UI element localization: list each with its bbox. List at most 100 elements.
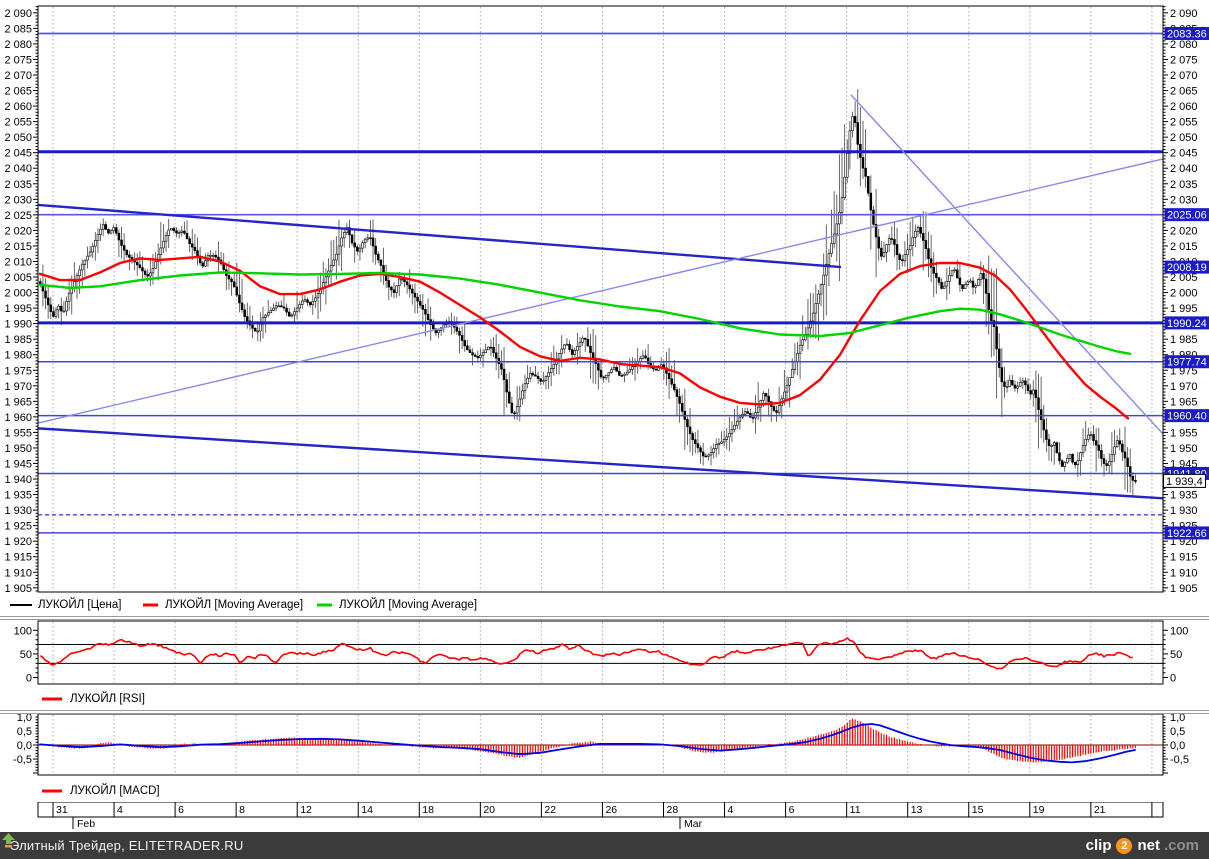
svg-text:2 020: 2 020 [1170,225,1198,237]
last-price-label [1163,473,1206,488]
svg-text:1 970: 1 970 [1170,381,1198,393]
svg-text:2 030: 2 030 [1170,194,1198,206]
macd-layer [38,718,1163,763]
level-price-label [1164,526,1209,540]
svg-text:1 915: 1 915 [4,552,32,564]
svg-text:2 005: 2 005 [4,272,32,284]
svg-text:1 905: 1 905 [1170,583,1198,595]
svg-text:1,0: 1,0 [1170,712,1185,724]
rsi-legend: ЛУКОЙЛ [RSI] [0,688,1209,710]
level-price-label [1164,208,1209,222]
price-line-sample [10,604,32,606]
svg-text:2 075: 2 075 [1170,54,1198,66]
svg-text:1 910: 1 910 [4,567,32,579]
svg-text:1 975: 1 975 [1170,365,1198,377]
svg-text:50: 50 [20,649,32,661]
status-text: Элитный Трейдер, ELITETRADER.RU [10,838,244,853]
ma-slow-legend-label: ЛУКОЙЛ [Moving Average] [339,599,478,611]
rsi-layer [38,637,1163,670]
svg-text:1 930: 1 930 [1170,505,1198,517]
svg-text:1 930: 1 930 [4,505,32,517]
svg-text:2 000: 2 000 [4,288,32,300]
svg-text:8: 8 [239,804,245,816]
svg-text:2008.19: 2008.19 [1167,262,1207,274]
svg-text:2 050: 2 050 [4,132,32,144]
status-bar: Элитный Трейдер, ELITETRADER.RU clip 2 net… [0,832,1209,859]
svg-text:2 060: 2 060 [4,101,32,113]
svg-text:1 915: 1 915 [1170,552,1198,564]
svg-text:2 035: 2 035 [4,179,32,191]
svg-text:2 015: 2 015 [4,241,32,253]
svg-text:2 085: 2 085 [4,23,32,35]
svg-text:11: 11 [850,804,861,816]
svg-text:1 925: 1 925 [4,521,32,533]
svg-text:2 070: 2 070 [4,70,32,82]
svg-text:1 955: 1 955 [1170,427,1198,439]
logo-tld: .com [1163,837,1199,854]
svg-text:2 055: 2 055 [1170,117,1198,129]
svg-text:1 939,4: 1 939,4 [1166,476,1203,488]
svg-text:2 080: 2 080 [4,39,32,51]
price-label-boxes: 2083.36 2025.06 2008.19 1990.24 1977.74 1960.… [1163,26,1209,540]
svg-text:1 960: 1 960 [4,412,32,424]
svg-text:100: 100 [14,625,32,637]
price-legend: ЛУКОЙЛ [Цена] ЛУКОЙЛ [Moving Average] ЛУ… [0,594,1209,616]
svg-text:2 040: 2 040 [1170,163,1198,175]
svg-text:1 995: 1 995 [4,303,32,315]
svg-text:26: 26 [605,804,617,816]
svg-text:22: 22 [544,804,556,816]
svg-text:0,0: 0,0 [17,740,32,752]
rsi-legend-label: ЛУКОЙЛ [RSI] [70,693,145,705]
svg-text:50: 50 [1170,649,1182,661]
svg-text:1 950: 1 950 [1170,443,1198,455]
logo-digit-2: 2 [1116,837,1133,854]
svg-text:1 990: 1 990 [4,319,32,331]
svg-text:2 010: 2 010 [4,256,32,268]
rsi-axis: 100 100 50 50 0 0 [14,625,1189,684]
svg-text:13: 13 [911,804,923,816]
macd-legend-label: ЛУКОЙЛ [MACD] [70,785,160,797]
svg-text:0: 0 [1170,673,1176,685]
ma-fast-legend-label: ЛУКОЙЛ [Moving Average] [165,599,304,611]
svg-text:-0,5: -0,5 [13,754,32,766]
svg-text:4: 4 [117,804,123,816]
panel-separator [0,710,1209,714]
svg-text:6: 6 [789,804,795,816]
svg-text:2 040: 2 040 [4,163,32,175]
svg-text:20: 20 [483,804,495,816]
svg-text:14: 14 [361,804,373,816]
svg-text:0,0: 0,0 [1170,740,1185,752]
logo-word-net: net [1137,837,1160,854]
grid-layer [52,7,1153,774]
svg-text:1 965: 1 965 [1170,396,1198,408]
clip2net-logo: clip 2 net .com [2,833,1199,854]
svg-text:1 985: 1 985 [1170,334,1198,346]
svg-text:18: 18 [422,804,434,816]
macd-line-sample [42,789,62,793]
svg-text:1 910: 1 910 [1170,567,1198,579]
date-axis: 31 4 6 8 12 14 18 20 22 26 28 4 6 11 13 15 19 21 Feb Mar [37,801,1164,830]
svg-text:1 920: 1 920 [4,536,32,548]
ma-fast-line [38,255,1130,420]
level-price-label [1164,26,1209,40]
svg-text:2 020: 2 020 [4,225,32,237]
svg-text:2 090: 2 090 [4,8,32,20]
svg-text:2 065: 2 065 [1170,86,1198,98]
svg-text:1 980: 1 980 [4,350,32,362]
macd-axis: 1,0 1,0 0,5 0,5 0,0 0,0 -0,5 -0,5 [13,712,1189,774]
svg-text:Mar: Mar [684,818,703,830]
rsi-line-sample [42,697,62,701]
svg-text:1 935: 1 935 [1170,490,1198,502]
level-price-label [1164,316,1209,330]
svg-text:1 905: 1 905 [4,583,32,595]
svg-text:2 035: 2 035 [1170,179,1198,191]
level-lines-layer [38,32,1163,534]
macd-signal-line [39,723,1136,764]
level-price-label [1164,409,1209,423]
svg-text:-0,5: -0,5 [1170,754,1189,766]
svg-text:1 970: 1 970 [4,381,32,393]
panel-frames [37,5,1164,776]
macd-legend: ЛУКОЙЛ [MACD] [0,780,1209,802]
